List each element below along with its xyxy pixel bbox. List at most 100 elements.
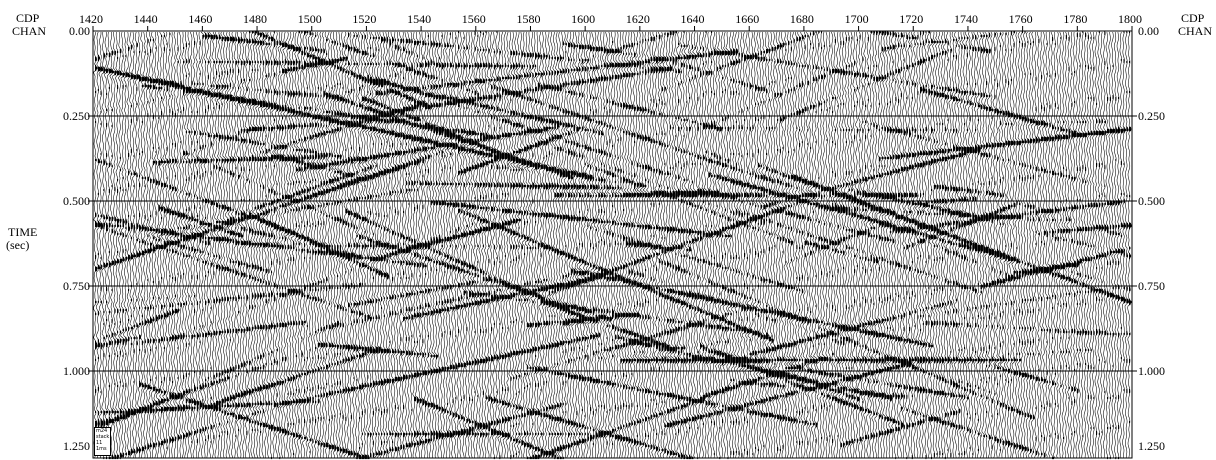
trace-fill	[507, 64, 510, 440]
trace	[764, 31, 769, 459]
trace	[849, 31, 854, 458]
trace	[1047, 31, 1052, 459]
y-tick-label-right: 0.500	[1138, 194, 1165, 208]
trace-fill	[551, 56, 554, 458]
trace	[1127, 31, 1132, 459]
trace-fill	[97, 54, 101, 428]
trace-fill	[711, 30, 714, 424]
trace-fill	[1129, 30, 1132, 424]
trace-fill	[994, 32, 997, 442]
trace-fill	[760, 50, 763, 418]
trace-fill	[1024, 30, 1027, 452]
trace	[571, 31, 577, 459]
trace-fill	[334, 40, 337, 452]
trace-fill	[590, 44, 593, 442]
trace	[210, 31, 216, 459]
trace	[120, 31, 126, 459]
trace	[549, 31, 555, 459]
trace	[1113, 31, 1119, 459]
trace-fill	[485, 30, 488, 438]
trace	[229, 31, 236, 459]
trace-fill	[155, 46, 158, 446]
x-tick-label: 1600	[571, 12, 596, 26]
trace	[456, 31, 461, 459]
x-tick-label: 1640	[680, 12, 705, 26]
trace-fill	[746, 54, 750, 456]
trace-fill	[218, 34, 222, 438]
trace-fill	[848, 36, 851, 446]
trace	[112, 31, 118, 459]
trace-fill	[680, 44, 684, 460]
trace-fill	[815, 30, 818, 444]
trace-fill	[194, 40, 197, 436]
trace-fill	[260, 32, 263, 434]
trace-fill	[108, 52, 112, 460]
trace-fill	[782, 42, 785, 450]
trace-fill	[1043, 106, 1047, 458]
trace-fill	[906, 34, 909, 460]
trace-fill	[1109, 96, 1113, 460]
trace-fill	[293, 44, 296, 456]
trace-fill	[867, 36, 871, 440]
trace-fill	[755, 52, 758, 450]
trace-fill	[749, 54, 752, 416]
trace	[997, 31, 1003, 459]
trace-fill	[205, 32, 208, 442]
trace-fill	[540, 54, 543, 458]
trace	[920, 31, 926, 459]
trace-fill	[543, 52, 546, 458]
trace	[221, 31, 228, 459]
trace-fill	[642, 38, 645, 446]
trace-fill	[716, 50, 719, 416]
trace	[478, 31, 483, 459]
y-tick-label-left: 0.250	[63, 109, 90, 123]
trace-fill	[639, 40, 642, 446]
trace-fill	[518, 52, 521, 454]
trace-fill	[95, 56, 98, 428]
trace-fill	[235, 36, 238, 438]
trace	[881, 31, 887, 459]
trace	[695, 31, 700, 459]
trace-fill	[1010, 30, 1014, 448]
trace-fill	[342, 42, 345, 454]
trace-fill	[323, 48, 326, 448]
trace-fill	[271, 36, 274, 460]
trace-fill	[788, 40, 791, 422]
trace-fill	[722, 50, 725, 424]
trace	[1055, 31, 1061, 459]
trace-fill	[675, 30, 678, 456]
caption-line: 1ms	[96, 446, 107, 452]
trace-fill	[312, 32, 315, 444]
trace	[871, 31, 876, 459]
trace	[854, 32, 860, 459]
trace-fill	[810, 32, 813, 426]
trace	[185, 32, 192, 459]
trace	[901, 31, 907, 459]
trace-fill	[614, 48, 618, 440]
trace-fill	[199, 40, 202, 434]
trace-fill	[598, 46, 601, 438]
trace-fill	[515, 50, 519, 456]
trace-fill	[471, 64, 475, 436]
trace	[701, 31, 706, 459]
trace	[689, 31, 695, 459]
trace-fill	[790, 40, 794, 424]
trace-fill	[183, 46, 186, 440]
x-tick-label: 1740	[953, 12, 978, 26]
cdp-label-left: CDP	[16, 11, 40, 25]
trace	[1014, 31, 1019, 459]
trace-fill	[163, 34, 167, 444]
trace-fill	[403, 38, 406, 450]
trace-fill	[708, 50, 711, 418]
y-tick-label-left: 1.250	[63, 439, 90, 453]
trace-fill	[117, 50, 120, 460]
trace-fill	[958, 36, 961, 456]
trace-fill	[232, 36, 235, 418]
trace-fill	[911, 34, 915, 460]
trace-fill	[513, 50, 516, 458]
trace-fill	[161, 34, 164, 446]
trace-fill	[909, 36, 912, 428]
trace	[96, 31, 101, 458]
trace	[692, 31, 698, 459]
trace-fill	[449, 32, 453, 438]
